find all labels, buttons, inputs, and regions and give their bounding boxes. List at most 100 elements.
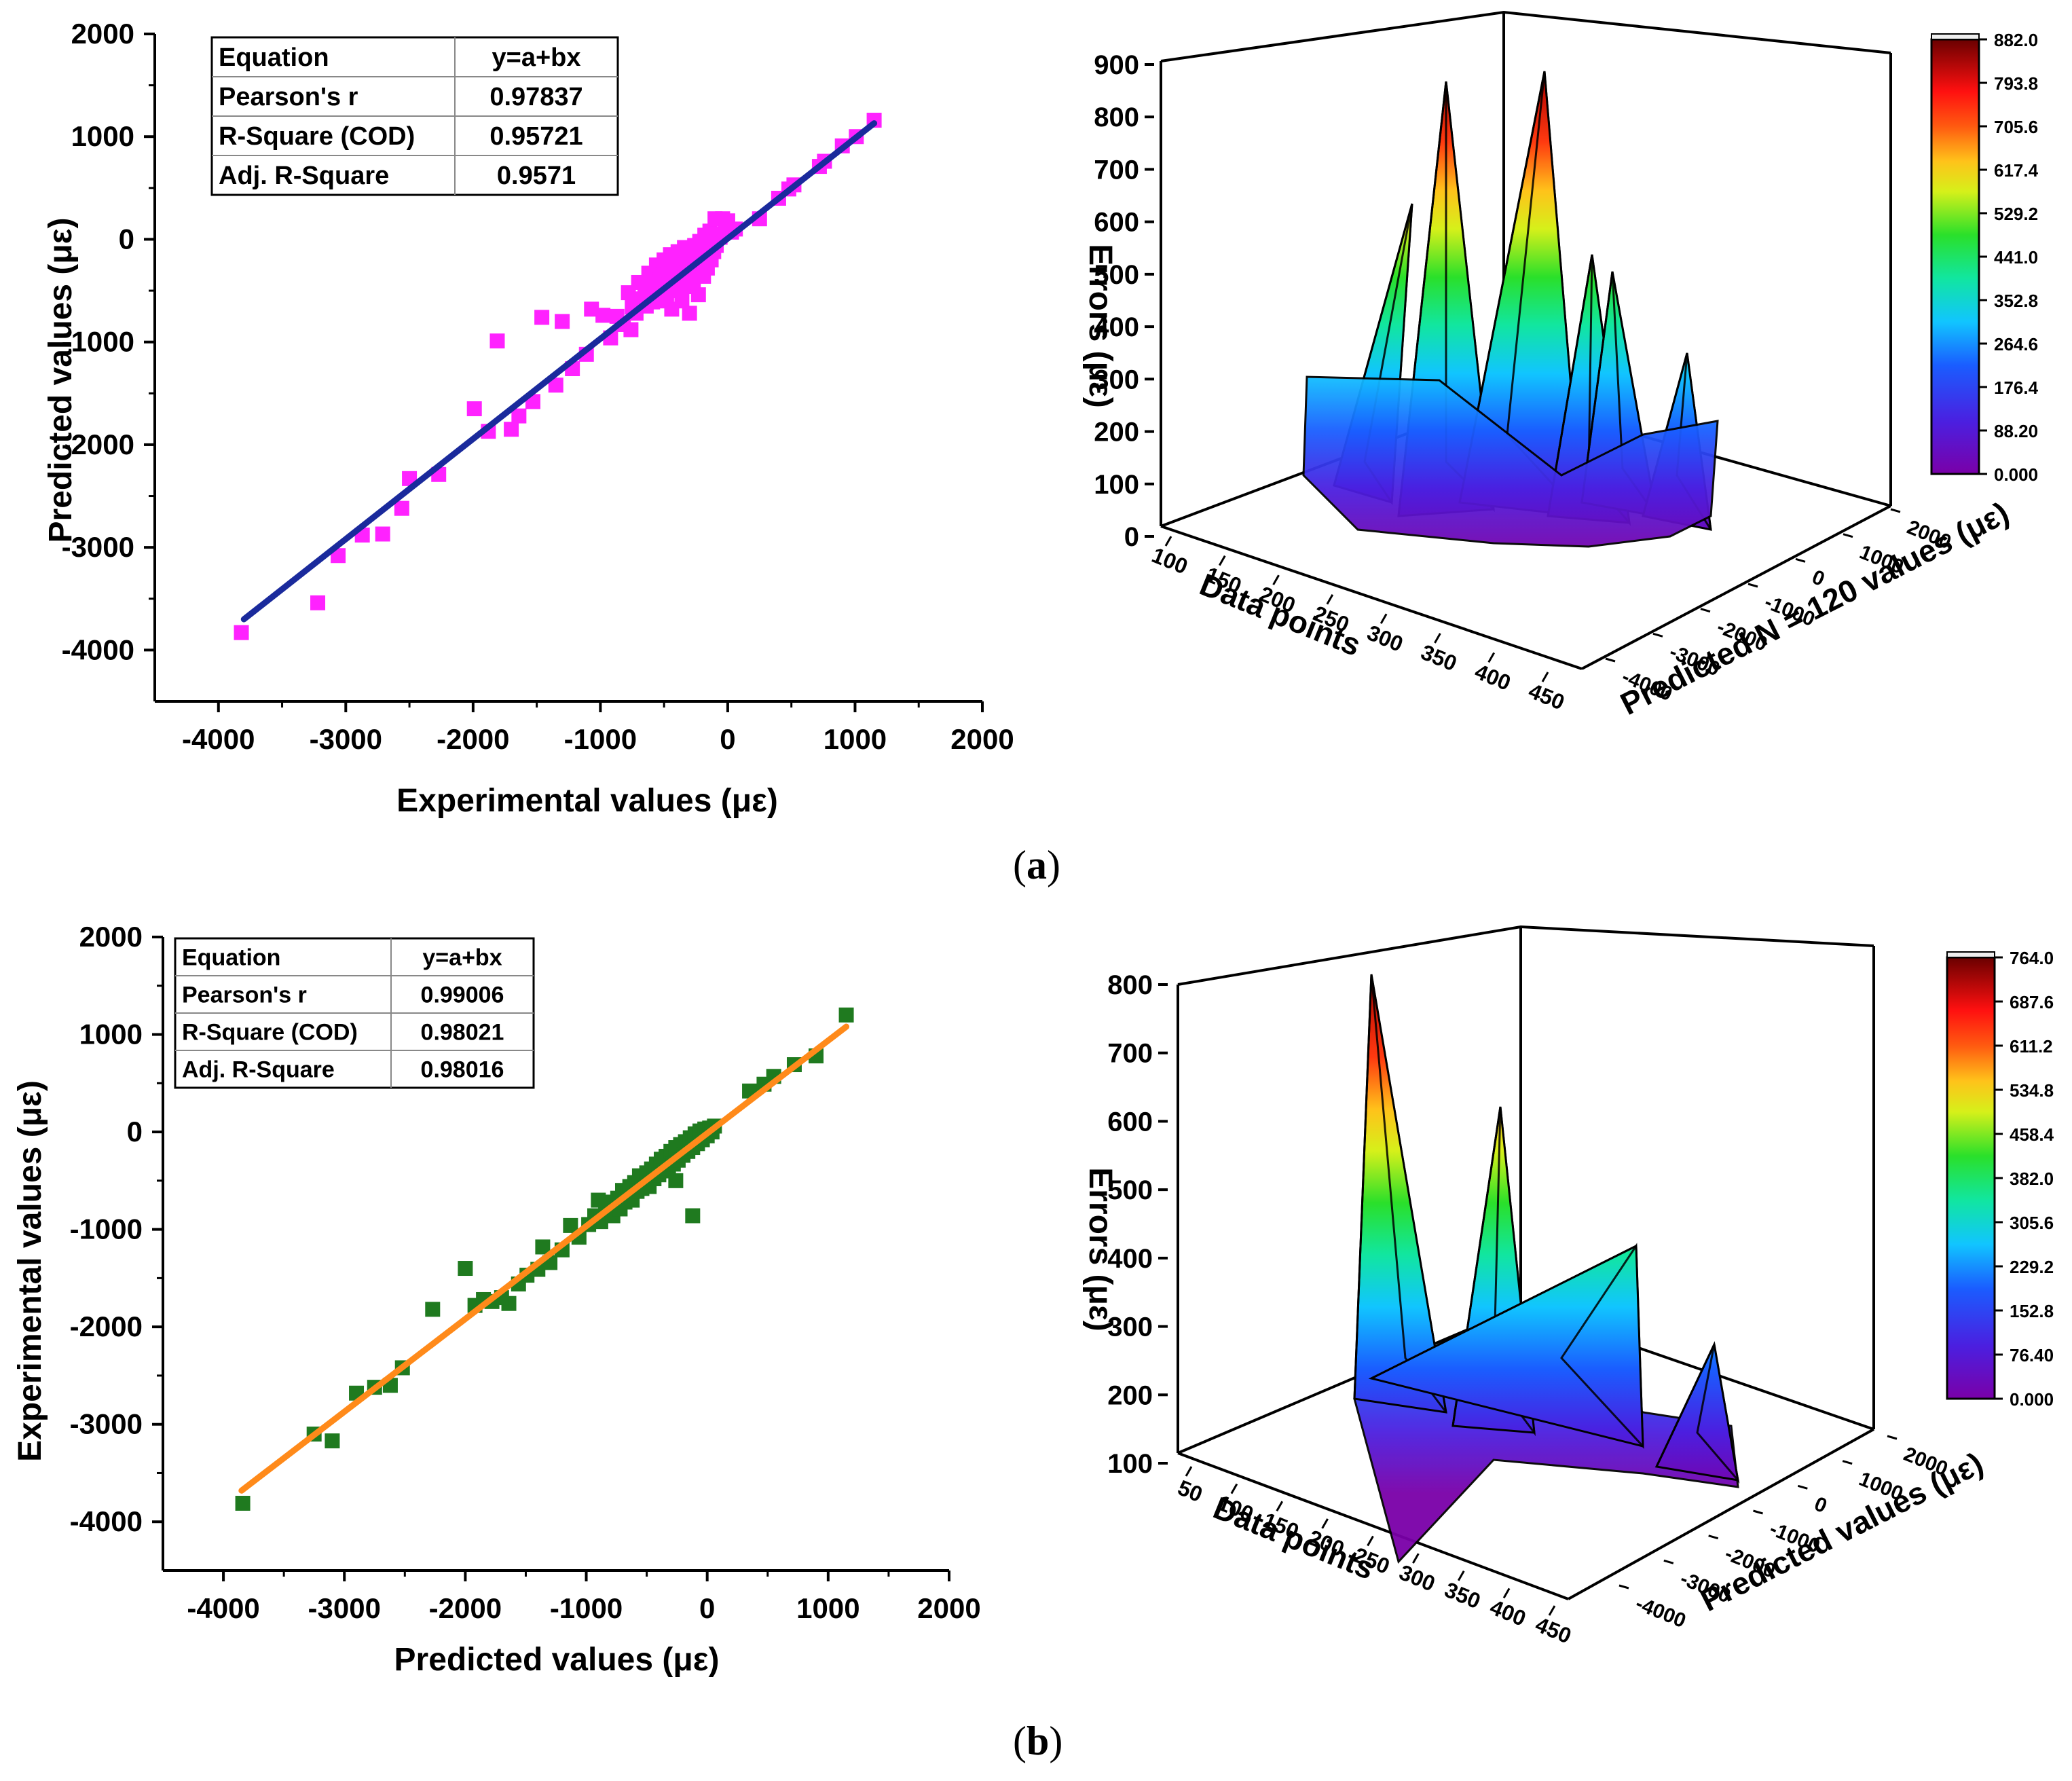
colorbar-label: 705.6	[1994, 117, 2038, 137]
y-tick	[1842, 1460, 1853, 1465]
x-tick-label: 0	[699, 1592, 715, 1624]
z-tick-label: 600	[1094, 208, 1139, 238]
y-tick-label: 1000	[71, 120, 134, 152]
table-value: 0.99006	[421, 983, 504, 1008]
b-surface-frame	[1177, 925, 1875, 1600]
data-point	[685, 1208, 701, 1224]
colorbar-label: 793.8	[1994, 73, 2038, 94]
a-surface-base	[1302, 375, 1719, 548]
data-point	[534, 310, 550, 325]
x-tick	[1412, 1553, 1420, 1564]
data-point	[310, 595, 326, 610]
data-point	[563, 1217, 578, 1233]
b-scatter-xlabel: Predicted values (με)	[394, 1642, 720, 1678]
fit-line	[238, 1023, 850, 1494]
table-label: Equation	[219, 43, 329, 72]
x-tick-label: -1000	[564, 723, 637, 755]
table-label: Adj. R-Square	[219, 162, 389, 190]
colorbar-label: 352.8	[1994, 291, 2038, 311]
data-point	[591, 1192, 606, 1208]
y-tick	[1890, 508, 1901, 513]
chart-a-scatter: -4000 -3000 -2000 -1000 0 1000 2000 -4000 -3000 -…	[43, 18, 1014, 819]
data-point	[394, 500, 409, 516]
y-tick-label: 2000	[71, 18, 134, 50]
z-tick-label: 500	[1094, 260, 1139, 290]
z-tick-label: 300	[1094, 365, 1139, 394]
x-tick	[1230, 1483, 1238, 1494]
y-tick	[1708, 1535, 1719, 1540]
x-tick-label: 100	[1149, 543, 1191, 579]
colorbar-label: 611.2	[2010, 1036, 2053, 1057]
caption-b: (b)	[1013, 1719, 1063, 1763]
x-tick	[1367, 1535, 1374, 1547]
data-point	[690, 287, 706, 303]
y-tick-label: -1000	[62, 326, 134, 358]
colorbar-label: 764.0	[2010, 948, 2054, 968]
data-point	[535, 1239, 551, 1255]
colorbar-label: 152.8	[2010, 1301, 2054, 1321]
peak-edge	[1655, 1344, 1716, 1467]
x-tick-label: 1000	[824, 723, 887, 755]
y-tick-label: -3000	[62, 531, 134, 563]
colorbar-label: 382.0	[2010, 1169, 2054, 1189]
x-tick-label: -4000	[182, 723, 255, 755]
peak-3	[1368, 1243, 1644, 1449]
chart-b-scatter: -4000 -3000 -2000 -1000 0 1000 2000 -4000 -3000 -…	[12, 921, 981, 1678]
x-tick	[1457, 1571, 1465, 1581]
x-tick	[1502, 1587, 1511, 1599]
x-tick-label: 350	[1441, 1577, 1484, 1613]
colorbar-label: 687.6	[2010, 992, 2054, 1012]
table-value: 0.98021	[421, 1020, 504, 1046]
x-tick-label: 350	[1418, 640, 1460, 676]
y-tick	[1887, 1435, 1898, 1440]
x-tick	[1434, 633, 1441, 644]
x-tick	[1164, 536, 1172, 547]
colorbar-cap	[1931, 33, 1980, 40]
table-label: Pearson's r	[182, 983, 307, 1008]
colorbar-gradient	[1930, 38, 1980, 475]
x-tick-label: 400	[1487, 1594, 1530, 1630]
data-point	[325, 1433, 340, 1449]
peak-edge	[1371, 1245, 1637, 1380]
y-tick-label: -2000	[70, 1310, 143, 1342]
table-value: y=a+bx	[492, 43, 581, 72]
data-point	[234, 625, 249, 640]
colorbar-label: 0.000	[2010, 1389, 2054, 1410]
data-point	[674, 293, 690, 309]
z-tick-label: 800	[1107, 970, 1153, 1000]
y-tick-label: 1000	[79, 1018, 143, 1050]
y-tick-label: -3000	[70, 1408, 143, 1440]
data-point	[623, 322, 639, 337]
a-scatter-xlabel: Experimental values (με)	[396, 783, 778, 819]
table-label: Adj. R-Square	[182, 1057, 335, 1083]
colorbar-label: 458.4	[2010, 1124, 2054, 1145]
peak-face	[1696, 1344, 1740, 1484]
z-tick-label: 200	[1094, 418, 1139, 447]
data-point	[511, 408, 527, 424]
a-scatter-axes: -4000 -3000 -2000 -1000 0 1000 2000 -4000 -3000 -…	[62, 18, 1014, 755]
z-tick-label: 0	[1124, 522, 1139, 552]
colorbar-label: 534.8	[2010, 1080, 2054, 1101]
colorbar-label: 441.0	[1994, 247, 2038, 268]
x-tick	[1326, 593, 1334, 605]
data-point	[548, 378, 563, 393]
colorbar-cap	[1946, 951, 1995, 958]
y-tick	[1663, 1559, 1674, 1564]
y-tick	[1652, 632, 1663, 638]
colorbar-label: 305.6	[2010, 1213, 2054, 1233]
x-tick-label: 300	[1396, 1560, 1439, 1596]
x-tick	[1276, 1501, 1284, 1511]
b-scatter-axes: -4000 -3000 -2000 -1000 0 1000 2000 -4000 -3000 -…	[70, 921, 981, 1624]
colorbar-label: 0.000	[1994, 464, 2038, 485]
colorbar-label: 76.40	[2010, 1345, 2054, 1365]
x-tick	[1272, 574, 1280, 585]
b-surface-zlabel: Errors (με)	[1082, 1167, 1118, 1332]
z-tick-label: 500	[1107, 1175, 1153, 1205]
table-label: R-Square (COD)	[219, 122, 415, 151]
colorbar-label: 176.4	[1994, 378, 2039, 398]
peak-edge	[1353, 974, 1373, 1399]
data-point	[555, 314, 570, 329]
a-scatter-fit-line	[240, 120, 878, 623]
z-tick-label: 100	[1107, 1449, 1153, 1479]
colorbar-label: 882.0	[1994, 30, 2038, 50]
